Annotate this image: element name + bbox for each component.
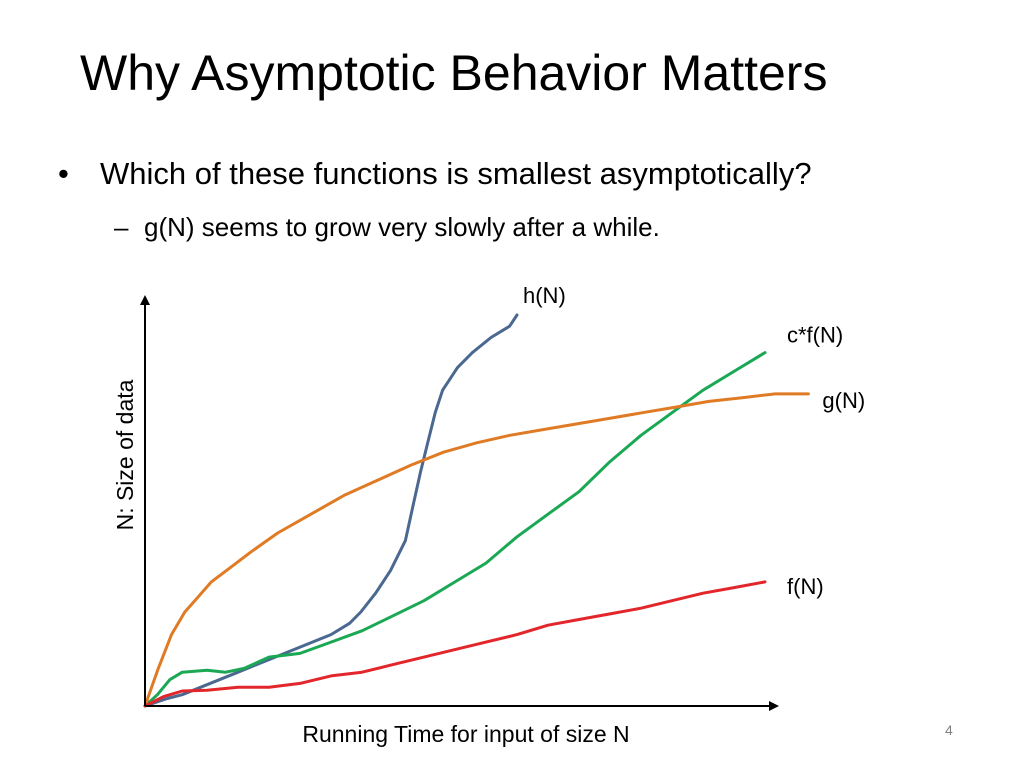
series-line-h-n [143,313,519,708]
bullet-marker: • [58,156,69,191]
series-layer [143,313,810,708]
bullet-text: Which of these functions is smallest asy… [100,156,812,191]
bullet-item: • Which of these functions is smallest as… [58,152,812,196]
y-axis-label: N: Size of data [112,379,138,530]
sub-bullet-text: g(N) seems to grow very slowly after a w… [144,212,660,242]
series-label-h-n: h(N) [523,283,566,308]
slide-number: 4 [945,722,953,738]
x-axis-label: Running Time for input of size N [302,721,629,747]
series-label-f-n: f(N) [787,574,824,599]
series-line-f-n [143,580,767,708]
series-label-g-n: g(N) [822,388,865,413]
series-label-layer: h(N) c*f(N) g(N) f(N) [523,283,865,599]
series-line-c-f-n [143,351,767,708]
series-line-g-n [143,392,810,708]
sub-bullet-item: – g(N) seems to grow very slowly after a … [114,209,660,245]
slide-title: Why Asymptotic Behavior Matters [80,45,828,101]
sub-bullet-marker: – [114,212,129,242]
series-label-c-f-n: c*f(N) [787,323,843,348]
